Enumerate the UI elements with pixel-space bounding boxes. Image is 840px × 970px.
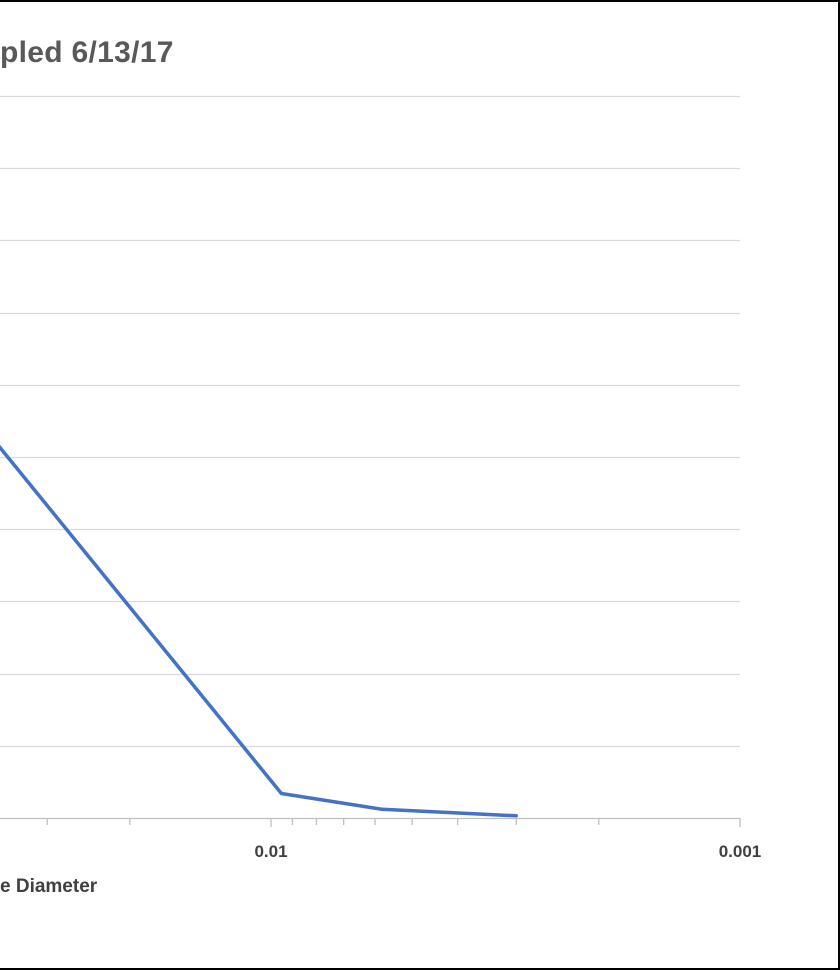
x-tick-label: 0.01 <box>254 842 287 861</box>
chart-title: pled 6/13/17 <box>0 36 174 69</box>
gridlines <box>0 95 740 748</box>
x-axis <box>0 817 741 827</box>
series-layer <box>0 444 518 818</box>
x-tick-labels: 0.01 0.001 <box>254 842 761 861</box>
x-tick-label: 0.001 <box>719 842 762 861</box>
x-axis-title: e Diameter <box>0 876 98 897</box>
series-line <box>0 444 518 818</box>
